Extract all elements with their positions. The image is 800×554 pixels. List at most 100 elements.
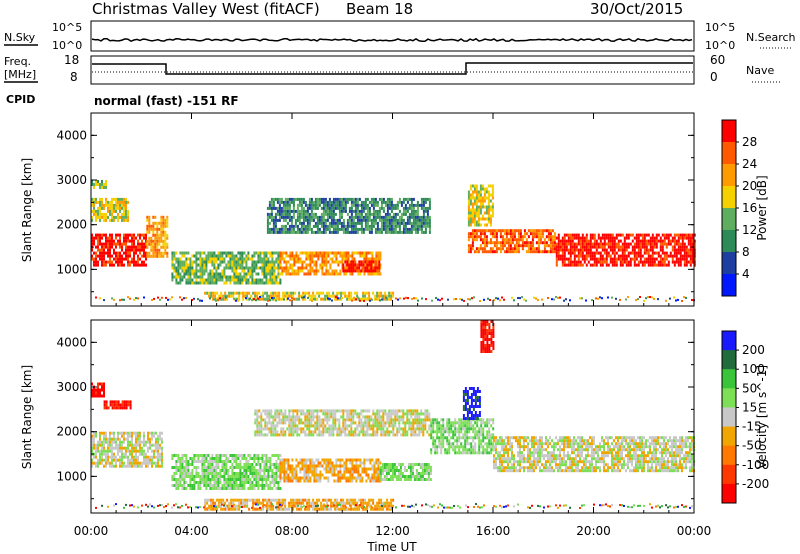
heatmap-cell (175, 487, 178, 490)
heatmap-cell (351, 476, 354, 480)
heatmap-cell (471, 238, 474, 242)
heatmap-cell (311, 470, 314, 474)
heatmap-cell (276, 227, 279, 231)
heatmap-cell (336, 227, 339, 231)
heatmap-cell (316, 297, 319, 301)
heatmap-cell (360, 297, 363, 301)
heatmap-cell (331, 299, 333, 302)
heatmap-cell (651, 245, 654, 249)
heatmap-cell (310, 203, 313, 207)
heatmap-cell (211, 484, 214, 487)
heatmap-cell (159, 437, 161, 441)
heatmap-cell (299, 266, 302, 270)
heatmap-cell (489, 232, 492, 236)
heatmap-cell (111, 206, 113, 210)
heatmap-cell (467, 190, 470, 194)
heatmap-cell (152, 227, 155, 231)
heatmap-cell (356, 215, 359, 219)
heatmap-cell (103, 464, 105, 468)
heatmap-cell (159, 446, 161, 450)
heatmap-cell (304, 297, 307, 301)
heatmap-cell (211, 260, 214, 264)
heatmap-cell (615, 297, 617, 300)
heatmap-cell (651, 248, 654, 252)
heatmap-cell (299, 470, 302, 474)
heatmap-cell (643, 263, 646, 267)
heatmap-cell (117, 263, 119, 267)
heatmap-cell (119, 209, 121, 213)
heatmap-cell (287, 254, 290, 258)
heatmap-cell (691, 254, 694, 258)
heatmap-cell (294, 221, 297, 225)
heatmap-cell (157, 437, 159, 441)
heatmap-cell (561, 236, 564, 240)
heatmap-cell (428, 215, 431, 219)
heatmap-cell (375, 458, 378, 462)
heatmap-cell (310, 227, 313, 231)
heatmap-cell (543, 229, 546, 233)
heatmap-cell (233, 475, 236, 478)
heatmap-cell (485, 208, 488, 212)
heatmap-cell (567, 233, 570, 237)
heatmap-cell (349, 272, 352, 276)
heatmap-cell (593, 239, 596, 243)
heatmap-cell (368, 297, 371, 301)
heatmap-cell (113, 437, 115, 441)
heatmap-cell (247, 254, 250, 258)
heatmap-cell (265, 457, 268, 460)
heatmap-cell (513, 247, 516, 251)
heatmap-cell (123, 206, 125, 210)
heatmap-cell (323, 251, 326, 255)
heatmap-cell (265, 469, 268, 472)
heatmap-cell (263, 472, 266, 475)
heatmap-cell (677, 236, 680, 240)
heatmap-cell (607, 254, 610, 258)
heatmap-cell (203, 257, 206, 261)
heatmap-cell (228, 501, 231, 505)
heatmap-cell (227, 484, 230, 487)
heatmap-cell (485, 241, 488, 245)
heatmap-cell (311, 269, 314, 273)
colorbar-tick-label: 8 (742, 245, 750, 259)
heatmap-cell (348, 263, 351, 267)
heatmap-cell (203, 475, 206, 478)
heatmap-cell (275, 469, 278, 472)
heatmap-cell (373, 272, 376, 276)
heatmap-cell (326, 294, 329, 298)
heatmap-cell (277, 484, 280, 487)
heatmap-cell (627, 242, 630, 246)
heatmap-cell (278, 294, 281, 298)
heatmap-cell (336, 197, 339, 201)
heatmap-cell (354, 206, 357, 210)
heatmap-cell (247, 278, 250, 282)
heatmap-cell (333, 251, 336, 255)
heatmap-cell (211, 460, 214, 463)
heatmap-cell (398, 200, 401, 204)
heatmap-cell (159, 431, 161, 435)
heatmap-cell (332, 197, 335, 201)
heatmap-cell (252, 291, 255, 295)
heatmap-cell (127, 212, 129, 216)
heatmap-cell (487, 193, 490, 197)
heatmap-cell (318, 294, 321, 298)
heatmap-cell (175, 272, 178, 276)
heatmap-cell (293, 257, 296, 261)
heatmap-cell (557, 248, 560, 252)
heatmap-cell (152, 239, 155, 243)
heatmap-cell (396, 206, 399, 210)
heatmap-cell (311, 254, 314, 258)
heatmap-cell (235, 463, 238, 466)
heatmap-cell (209, 484, 212, 487)
heatmap-cell (547, 235, 550, 239)
heatmap-cell (257, 278, 260, 282)
heatmap-cell (211, 272, 214, 276)
heatmap-cell (681, 245, 684, 249)
heatmap-cell (113, 215, 115, 219)
heatmap-cell (195, 466, 198, 469)
heatmap-cell (267, 251, 270, 255)
heatmap-cell (249, 266, 252, 270)
heatmap-cell (679, 257, 682, 261)
heatmap-cell (391, 469, 394, 472)
heatmap-cell (101, 461, 103, 465)
heatmap-cell (107, 446, 109, 450)
